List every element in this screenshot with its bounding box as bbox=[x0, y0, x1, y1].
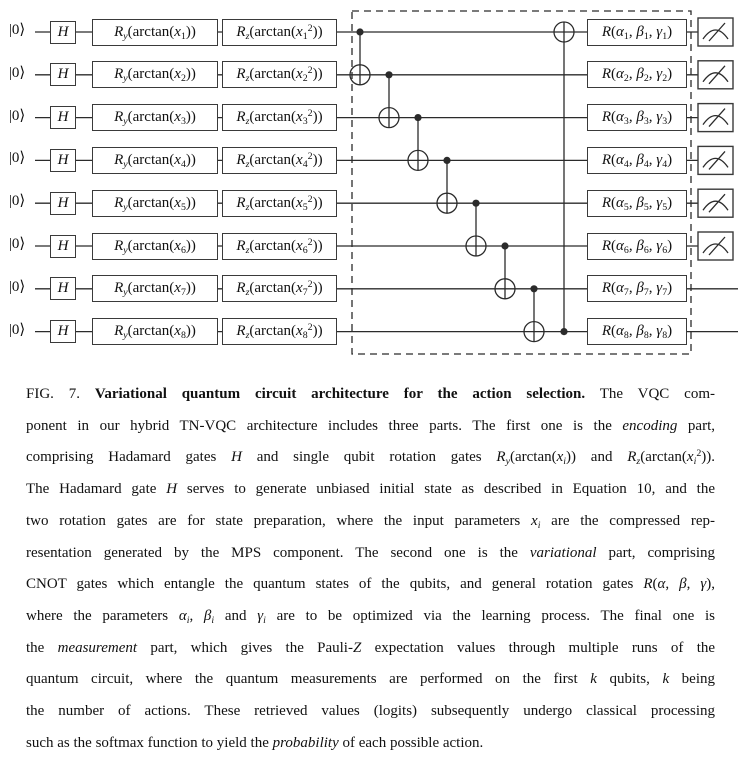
ry-rotation-gate: Ry(arctan(x8)) bbox=[92, 318, 218, 346]
rz-rotation-gate: Rz(arctan(x22)) bbox=[222, 61, 337, 89]
hadamard-gate: H bbox=[50, 191, 76, 215]
meter-part bbox=[708, 65, 726, 85]
caption-line: resentation generated by the MPS compone… bbox=[26, 544, 715, 561]
meter-part bbox=[708, 150, 726, 170]
parameterized-rotation-gate: R(α2, β2, γ2) bbox=[587, 61, 687, 89]
meter-part bbox=[697, 188, 734, 218]
meter-part bbox=[697, 231, 734, 261]
meter-part bbox=[697, 17, 734, 47]
cnot-target-icon bbox=[553, 21, 575, 43]
figure-caption: FIG. 7. Variational quantum circuit arch… bbox=[26, 379, 715, 759]
hadamard-gate: H bbox=[50, 148, 76, 172]
parameterized-rotation-gate: R(α6, β6, γ6) bbox=[587, 232, 687, 260]
measurement-meter-icon bbox=[697, 17, 734, 47]
cnot-control-dot bbox=[385, 71, 393, 79]
cnot-control-dot bbox=[560, 328, 568, 336]
caption-line: the measurement part, which gives the Pa… bbox=[26, 639, 716, 656]
parameterized-rotation-gate: R(α4, β4, γ4) bbox=[587, 146, 687, 174]
parameterized-rotation-gate: R(α7, β7, γ7) bbox=[587, 275, 687, 303]
ket-zero-label: |0⟩ bbox=[8, 236, 26, 252]
caption-line: CNOT gates which entangle the quantum st… bbox=[26, 576, 716, 593]
parameterized-rotation-gate: R(α1, β1, γ1) bbox=[587, 18, 687, 46]
meter-part bbox=[702, 200, 729, 211]
ry-rotation-gate: Ry(arctan(x6)) bbox=[92, 232, 218, 260]
meter-part bbox=[708, 108, 726, 128]
ket-zero-label: |0⟩ bbox=[8, 193, 26, 210]
ket-zero-label: |0⟩ bbox=[8, 150, 26, 167]
meter-part bbox=[702, 72, 729, 83]
cnot-target-icon bbox=[465, 235, 487, 257]
ket-zero-label: |0⟩ bbox=[8, 22, 26, 38]
caption-line: two rotation gates are for state prepara… bbox=[26, 512, 715, 531]
ry-rotation-gate: Ry(arctan(x2)) bbox=[92, 61, 218, 89]
hadamard-gate: H bbox=[50, 234, 76, 258]
parameterized-rotation-gate: R(α8, β8, γ8) bbox=[587, 318, 687, 346]
rz-rotation-gate: Rz(arctan(x52)) bbox=[222, 189, 337, 217]
measurement-meter-icon bbox=[697, 102, 734, 133]
cnot-target-icon bbox=[436, 192, 458, 214]
caption-line: ponent in our hybrid TN-VQC architecture… bbox=[26, 417, 715, 434]
rz-rotation-gate: Rz(arctan(x12)) bbox=[222, 18, 337, 46]
caption-line: quantum circuit, where the quantum measu… bbox=[26, 671, 715, 688]
cnot-control-dot bbox=[356, 28, 364, 36]
ry-rotation-gate: Ry(arctan(x5)) bbox=[92, 189, 218, 217]
rz-rotation-gate: Rz(arctan(x82)) bbox=[222, 318, 337, 346]
meter-part bbox=[702, 29, 729, 40]
cnot-target-icon bbox=[494, 278, 516, 300]
rz-rotation-gate: Rz(arctan(x42)) bbox=[222, 146, 337, 174]
variational-block-dashed-box bbox=[351, 10, 692, 355]
caption-line: comprising Hadamard gates H and single q… bbox=[26, 448, 715, 468]
meter-part bbox=[697, 145, 734, 176]
ry-rotation-gate: Ry(arctan(x7)) bbox=[92, 275, 218, 303]
rz-rotation-gate: Rz(arctan(x62)) bbox=[222, 232, 337, 260]
meter-part bbox=[697, 60, 734, 90]
meter-part bbox=[708, 193, 726, 213]
meter-part bbox=[702, 114, 729, 125]
parameterized-rotation-gate: R(α5, β5, γ5) bbox=[587, 189, 687, 217]
rz-rotation-gate: Rz(arctan(x32)) bbox=[222, 104, 337, 132]
meter-part bbox=[708, 22, 726, 42]
measurement-meter-icon bbox=[697, 188, 734, 218]
measurement-meter-icon bbox=[697, 145, 734, 176]
meter-part bbox=[708, 236, 726, 256]
caption-line: such as the softmax function to yield th… bbox=[26, 734, 484, 751]
meter-part bbox=[697, 102, 734, 133]
cnot-control-dot bbox=[501, 242, 509, 250]
meter-part bbox=[702, 243, 729, 254]
meter-part bbox=[702, 157, 729, 168]
ry-rotation-gate: Ry(arctan(x3)) bbox=[92, 104, 218, 132]
measurement-meter-icon bbox=[697, 231, 734, 261]
hadamard-gate: H bbox=[50, 277, 76, 301]
cnot-control-dot bbox=[414, 114, 422, 122]
quantum-circuit-figure: |0⟩ H Ry(arctan(x1)) Rz(arctan(x12)) R(α1, β… bbox=[0, 0, 741, 375]
rz-rotation-gate: Rz(arctan(x72)) bbox=[222, 275, 337, 303]
ket-zero-label: |0⟩ bbox=[8, 64, 26, 81]
cnot-control-dot bbox=[530, 285, 538, 293]
ket-zero-label: |0⟩ bbox=[8, 107, 26, 124]
cnot-target-icon bbox=[523, 320, 545, 343]
cnot-target-icon bbox=[378, 106, 400, 129]
hadamard-gate: H bbox=[50, 20, 76, 44]
measurement-meter-icon bbox=[697, 60, 734, 90]
caption-line: The Hadamard gate H serves to generate u… bbox=[26, 481, 715, 498]
parameterized-rotation-gate: R(α3, β3, γ3) bbox=[587, 104, 687, 132]
ket-zero-label: |0⟩ bbox=[8, 321, 26, 338]
hadamard-gate: H bbox=[50, 320, 76, 344]
ry-rotation-gate: Ry(arctan(x1)) bbox=[92, 18, 218, 46]
cnot-target-icon bbox=[349, 64, 371, 86]
cnot-control-dot bbox=[472, 199, 480, 207]
caption-line: where the parameters αi, βi and γi are t… bbox=[26, 607, 716, 626]
caption-line: FIG. 7. Variational quantum circuit arch… bbox=[26, 386, 715, 402]
ry-rotation-gate: Ry(arctan(x4)) bbox=[92, 146, 218, 174]
cnot-target-icon bbox=[407, 149, 429, 172]
cnot-control-dot bbox=[443, 156, 451, 164]
ket-zero-label: |0⟩ bbox=[8, 278, 26, 295]
caption-line: the number of actions. These retrieved v… bbox=[26, 703, 715, 720]
hadamard-gate: H bbox=[50, 106, 76, 130]
hadamard-gate: H bbox=[50, 63, 76, 87]
